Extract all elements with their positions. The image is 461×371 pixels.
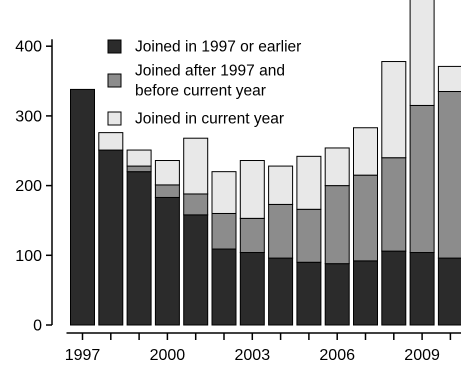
bar-segment-1999-s1	[126, 171, 152, 326]
bar-segment-2003-s1	[239, 252, 265, 326]
bar-segment-2005-s3	[296, 155, 322, 210]
x-tick-label-1997: 1997	[65, 347, 101, 364]
bar-segment-2000-s3	[154, 160, 180, 186]
bar-segment-1999-s3	[126, 149, 152, 167]
legend-swatch-2	[107, 73, 122, 88]
bar-segment-2007-s3	[353, 127, 378, 176]
x-tick-label-2003: 2003	[235, 347, 271, 364]
bar-segment-2003-s2	[239, 217, 265, 254]
bar-segment-2005-s1	[296, 261, 322, 326]
y-axis: 0 100 200 300 400	[15, 39, 53, 335]
bar-segment-2004-s1	[268, 257, 294, 326]
bar-segment-2010-s3	[437, 65, 461, 93]
bar-segment-2008-s1	[381, 250, 407, 326]
legend: Joined in 1997 or earlier Joined after 19…	[107, 39, 301, 128]
legend-swatch-1	[107, 39, 122, 54]
y-tick-label-200: 200	[15, 178, 42, 195]
y-tick-label-300: 300	[15, 108, 42, 125]
legend-label-1: Joined in 1997 or earlier	[135, 39, 301, 56]
bar-segment-2006-s1	[324, 263, 350, 326]
bar-segment-2000-s2	[154, 184, 180, 198]
legend-label-3: Joined in current year	[135, 111, 284, 128]
bar-segment-1998-s3	[98, 132, 124, 151]
y-tick-label-100: 100	[15, 248, 42, 265]
bars-layer	[70, 0, 461, 326]
bar-segment-2009-s3	[409, 0, 435, 106]
bar-segment-2004-s3	[268, 165, 294, 205]
x-tick-label-2009: 2009	[404, 347, 440, 364]
bar-segment-2001-s3	[183, 137, 209, 195]
bar-segment-2002-s2	[211, 212, 237, 250]
x-axis: 1997 2000 2003 2006 2009	[65, 332, 461, 364]
bar-segment-2006-s2	[324, 185, 350, 265]
bar-segment-2008-s3	[381, 61, 407, 159]
bar-segment-2001-s1	[183, 214, 209, 326]
bar-segment-2007-s2	[353, 174, 378, 262]
bar-segment-2001-s2	[183, 193, 209, 216]
legend-label-2-line2: before current year	[135, 83, 266, 100]
bar-segment-2002-s1	[211, 248, 237, 326]
bar-segment-2007-s1	[353, 260, 378, 326]
bar-segment-2000-s1	[154, 196, 180, 326]
bar-segment-2005-s2	[296, 208, 322, 263]
bar-segment-1998-s1	[98, 149, 124, 326]
y-tick-label-400: 400	[15, 39, 42, 56]
x-tick-label-2000: 2000	[150, 347, 186, 364]
bar-segment-2009-s2	[409, 104, 435, 254]
bar-segment-2004-s2	[268, 203, 294, 259]
legend-label-2-line1: Joined after 1997 and	[135, 63, 285, 80]
bar-segment-1999-s2	[126, 165, 152, 173]
y-tick-label-0: 0	[33, 318, 42, 335]
x-tick-label-2006: 2006	[319, 347, 355, 364]
bar-segment-2008-s2	[381, 157, 407, 252]
bar-segment-2002-s3	[211, 171, 237, 214]
legend-swatch-3	[107, 111, 122, 126]
bar-segment-2003-s3	[239, 160, 265, 219]
bar-segment-2006-s3	[324, 147, 350, 187]
bar-segment-1997-s1	[70, 88, 95, 326]
bar-segment-2010-s2	[437, 91, 461, 259]
bar-segment-2009-s1	[409, 252, 435, 326]
bar-segment-2010-s1	[437, 257, 461, 326]
